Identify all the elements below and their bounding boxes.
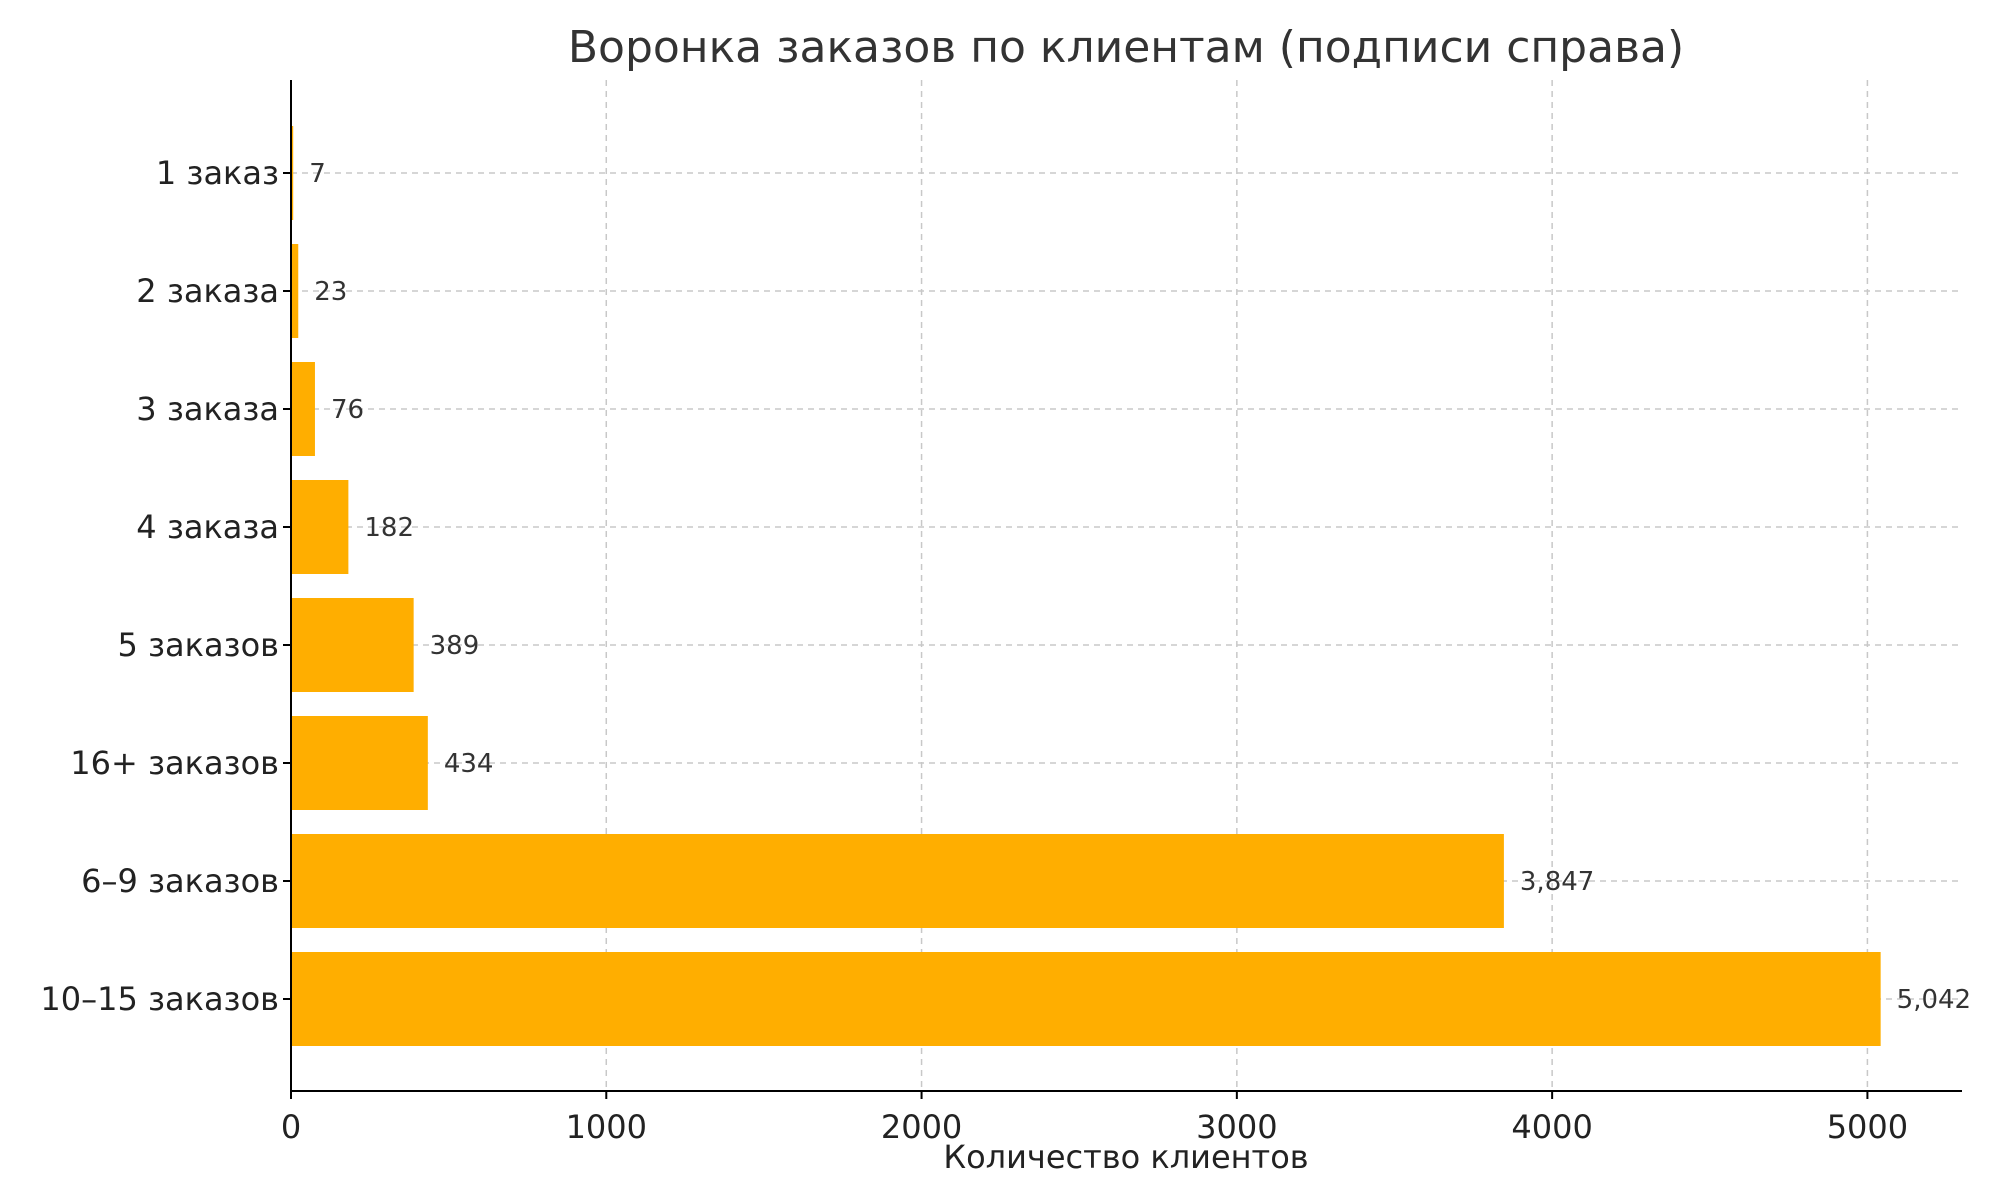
- bars: [291, 126, 1881, 1046]
- y-tick-label: 2 заказа: [136, 272, 279, 310]
- data-labels: 7 23 76 182 389 434 3,847 5,042: [309, 159, 1971, 1015]
- x-tick-label: 3000: [1196, 1108, 1277, 1146]
- data-label: 434: [444, 749, 494, 779]
- y-tick-label: 1 заказ: [156, 154, 279, 192]
- y-tick-labels: 1 заказ 2 заказа 3 заказа 4 заказа 5 заказов…: [40, 154, 279, 1018]
- bar: [291, 126, 294, 220]
- x-tick-labels: 0 1000 2000 3000 4000 5000: [281, 1108, 1908, 1146]
- x-tick-label: 2000: [881, 1108, 962, 1146]
- data-label: 5,042: [1897, 985, 1971, 1015]
- data-label: 3,847: [1520, 867, 1594, 897]
- x-tick-label: 5000: [1827, 1108, 1908, 1146]
- bar: [291, 952, 1881, 1046]
- grid: [291, 80, 1962, 1091]
- y-tick-label: 6–9 заказов: [81, 862, 279, 900]
- y-tick-label: 4 заказа: [136, 508, 279, 546]
- data-label: 7: [309, 159, 326, 189]
- x-axis-label: Количество клиентов: [943, 1138, 1308, 1176]
- data-label: 23: [314, 277, 347, 307]
- bar: [291, 362, 315, 456]
- bar: [291, 716, 428, 810]
- data-label: 182: [364, 513, 414, 543]
- axes: [283, 80, 1962, 1099]
- data-label: 389: [430, 631, 480, 661]
- bar: [291, 480, 349, 574]
- chart-title: Воронка заказов по клиентам (подписи спр…: [568, 22, 1684, 73]
- data-label: 76: [331, 395, 364, 425]
- bar: [291, 834, 1504, 928]
- x-tick-label: 4000: [1511, 1108, 1592, 1146]
- y-tick-label: 10–15 заказов: [40, 980, 279, 1018]
- x-tick-label: 1000: [566, 1108, 647, 1146]
- y-tick-label: 3 заказа: [136, 390, 279, 428]
- bar: [291, 244, 299, 338]
- bar: [291, 598, 414, 692]
- x-tick-label: 0: [281, 1108, 301, 1146]
- y-tick-label: 16+ заказов: [70, 744, 279, 782]
- y-tick-label: 5 заказов: [117, 626, 279, 664]
